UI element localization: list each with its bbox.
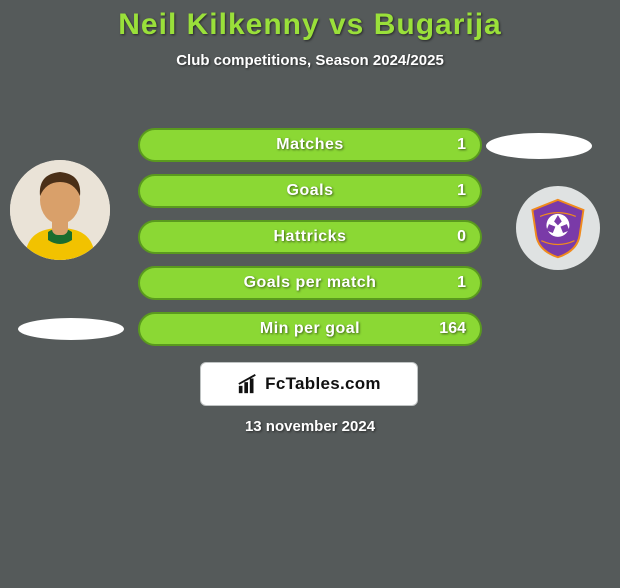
stat-value: 164 xyxy=(439,320,466,338)
bar-chart-icon xyxy=(237,373,259,395)
stat-label: Hattricks xyxy=(140,228,480,246)
stat-label: Goals per match xyxy=(140,274,480,292)
fctables-logo-box: FcTables.com xyxy=(200,362,418,406)
stat-row: Min per goal 164 xyxy=(138,312,482,346)
stat-value: 1 xyxy=(457,182,466,200)
club-crest-right xyxy=(516,186,600,270)
stat-value: 0 xyxy=(457,228,466,246)
stat-row: Goals 1 xyxy=(138,174,482,208)
stat-label: Goals xyxy=(140,182,480,200)
fctables-logo-text: FcTables.com xyxy=(265,374,381,394)
stats-table: Matches 1 Goals 1 Hattricks 0 Goals per … xyxy=(138,128,482,358)
stat-row: Matches 1 xyxy=(138,128,482,162)
subtitle: Club competitions, Season 2024/2025 xyxy=(0,52,620,69)
club-crest-svg xyxy=(526,196,590,260)
stat-row: Goals per match 1 xyxy=(138,266,482,300)
player-avatar-left xyxy=(10,160,110,260)
stat-value: 1 xyxy=(457,274,466,292)
decor-oval-bottom-left xyxy=(18,318,124,340)
decor-oval-top-right xyxy=(486,133,592,159)
stat-value: 1 xyxy=(457,136,466,154)
player-avatar-svg xyxy=(10,160,110,260)
stat-label: Matches xyxy=(140,136,480,154)
stat-row: Hattricks 0 xyxy=(138,220,482,254)
stat-label: Min per goal xyxy=(140,320,480,338)
page-title: Neil Kilkenny vs Bugarija xyxy=(0,8,620,42)
date-text: 13 november 2024 xyxy=(0,418,620,435)
